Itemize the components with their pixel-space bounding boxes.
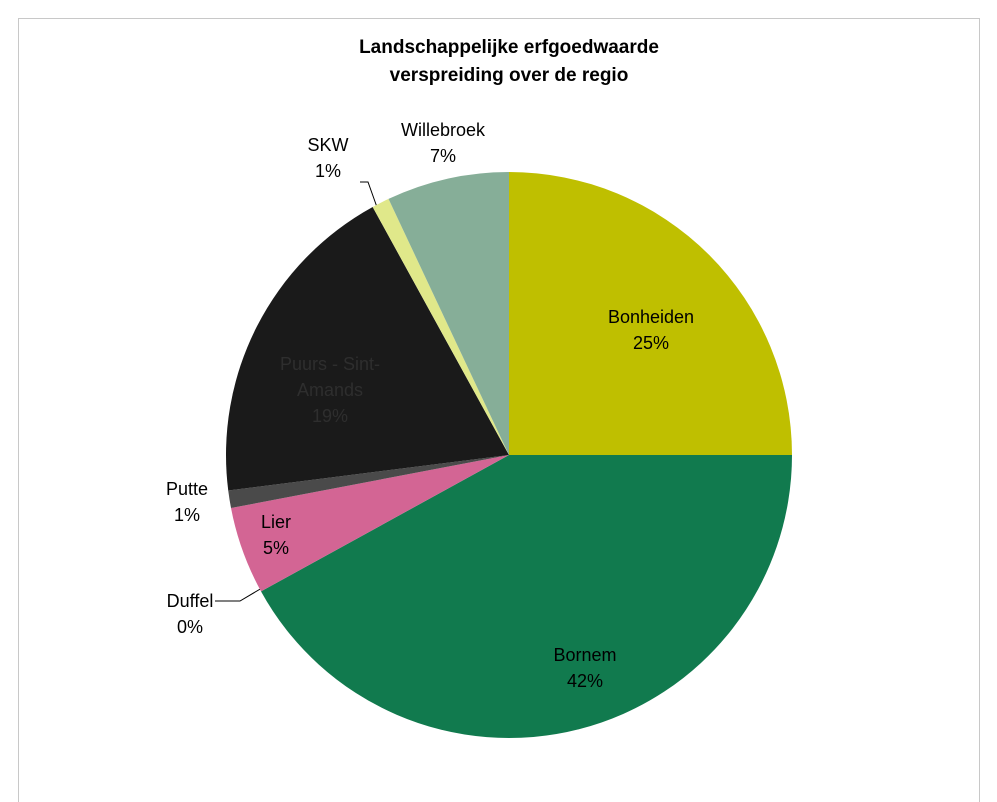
slice-label: Puurs - Sint-Amands 19% — [255, 351, 405, 429]
slice-label: SKW 1% — [298, 132, 358, 184]
category-label: Willebroek — [400, 120, 486, 140]
leader-line — [215, 587, 263, 602]
category-label: Puurs - Sint-Amands — [279, 354, 381, 400]
chart-frame — [18, 18, 980, 802]
value-label: 19% — [311, 406, 349, 426]
pie-slice — [225, 207, 509, 491]
category-label: Putte — [165, 479, 209, 499]
pie-slice — [372, 198, 509, 455]
chart-title: Landschappelijke erfgoedwaarde verspreid… — [359, 37, 659, 86]
value-label: 5% — [262, 538, 289, 558]
pie-slice — [509, 172, 792, 455]
category-label: Bonheiden — [607, 307, 695, 327]
slice-label: Lier 5% — [236, 509, 316, 561]
slice-label: Putte 1% — [147, 476, 227, 528]
pie-slice — [261, 455, 509, 592]
pie-slice — [231, 455, 510, 592]
slice-label: Duffel 0% — [150, 588, 230, 640]
category-label: Lier — [260, 512, 291, 532]
pie-slice — [261, 455, 792, 738]
value-label: 42% — [566, 671, 604, 691]
value-label: 25% — [632, 333, 670, 353]
category-label: Bornem — [553, 645, 617, 665]
pie-slice — [228, 455, 509, 509]
slice-label: Bonheiden 25% — [566, 304, 736, 356]
slice-label: Willebroek 7% — [378, 117, 508, 169]
value-label: 0% — [176, 617, 203, 637]
value-label: 7% — [429, 146, 456, 166]
leader-line — [360, 181, 379, 211]
category-label: Duffel — [166, 591, 214, 611]
pie-slice — [388, 172, 509, 455]
value-label: 1% — [173, 505, 200, 525]
category-label: SKW — [307, 135, 349, 155]
slice-label: Bornem 42% — [500, 642, 670, 694]
value-label: 1% — [314, 161, 341, 181]
